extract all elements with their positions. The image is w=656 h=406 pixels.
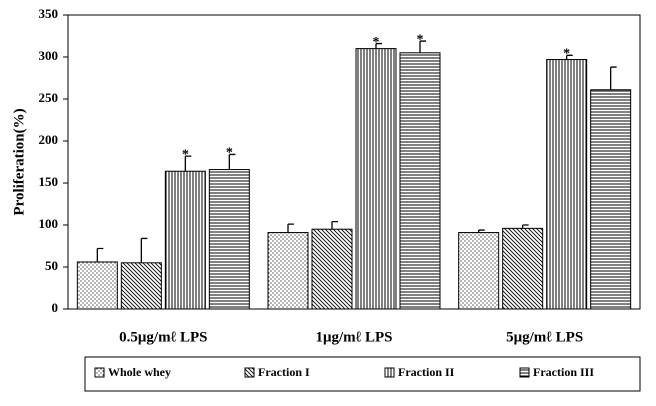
significance-label: * xyxy=(226,146,233,161)
error-bar xyxy=(287,223,294,233)
bar xyxy=(502,227,544,310)
legend-swatch xyxy=(244,367,255,378)
error-bar xyxy=(184,155,192,172)
bar xyxy=(590,89,632,310)
error-bar xyxy=(96,247,104,262)
bar xyxy=(267,232,309,310)
plot-frame xyxy=(67,14,641,310)
bar xyxy=(355,48,397,310)
y-tick-label: 50 xyxy=(45,258,58,273)
legend-box xyxy=(84,356,641,392)
legend-swatch xyxy=(519,367,530,378)
y-tick-label: 150 xyxy=(39,174,59,189)
bar xyxy=(458,232,500,310)
y-tick-label: 300 xyxy=(39,48,59,63)
legend-swatch xyxy=(94,367,105,378)
error-bar xyxy=(419,40,426,53)
significance-label: * xyxy=(373,35,380,50)
legend-label: Fraction III xyxy=(533,365,594,379)
bar xyxy=(164,170,206,310)
error-bar xyxy=(522,224,529,229)
error-bar xyxy=(566,54,573,60)
significance-label: * xyxy=(417,32,424,47)
error-bar xyxy=(331,220,338,230)
x-tick-label: 5μg/mℓ LPS xyxy=(506,329,583,345)
y-tick-label: 0 xyxy=(52,300,59,315)
error-bar xyxy=(140,237,148,263)
error-bar xyxy=(228,153,236,170)
x-tick-label: 0.5μg/mℓ LPS xyxy=(119,329,207,345)
significance-label: * xyxy=(182,147,189,162)
y-tick-label: 100 xyxy=(39,216,59,231)
legend-swatch xyxy=(384,367,395,378)
error-bar xyxy=(610,66,617,90)
y-tick-label: 200 xyxy=(39,132,59,147)
legend-label: Fraction I xyxy=(258,365,310,379)
significance-label: * xyxy=(563,47,570,62)
y-axis-label: Proliferation(%) xyxy=(11,108,27,215)
error-bar xyxy=(375,42,382,49)
bar xyxy=(208,169,250,310)
error-bar xyxy=(478,229,485,233)
x-tick-label: 1μg/mℓ LPS xyxy=(315,329,392,345)
y-tick-label: 250 xyxy=(39,90,59,105)
legend-label: Whole whey xyxy=(108,365,171,379)
bar xyxy=(311,228,353,310)
bar xyxy=(120,262,162,310)
legend-label: Fraction II xyxy=(398,365,455,379)
bar xyxy=(76,261,118,310)
bar xyxy=(399,52,441,310)
bar xyxy=(546,59,588,310)
y-tick-label: 350 xyxy=(39,6,59,21)
